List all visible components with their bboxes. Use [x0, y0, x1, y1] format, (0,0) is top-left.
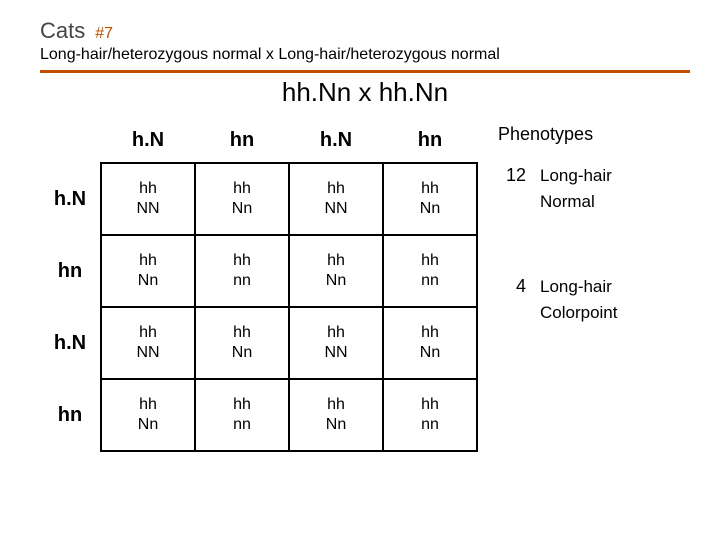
phenotypes-title: Phenotypes — [498, 124, 618, 145]
punnett-square: h.N hn h.N hn h.N hhNN hhNn hhNN hhNn hn… — [40, 118, 478, 452]
subtitle: Long-hair/heterozygous normal x Long-hai… — [40, 46, 690, 64]
punnett-cell: hhNN — [101, 163, 195, 235]
phenotype-entry: 12 Long-hair Normal — [498, 163, 618, 214]
content-row: h.N hn h.N hn h.N hhNN hhNn hhNN hhNn hn… — [40, 118, 690, 452]
phenotype-line: Colorpoint — [540, 300, 618, 326]
col-header: hn — [383, 118, 477, 163]
punnett-cell: hhnn — [383, 235, 477, 307]
phenotypes-panel: Phenotypes 12 Long-hair Normal 4 Long-ha… — [498, 118, 618, 385]
title-main: Cats — [40, 18, 85, 44]
punnett-cell: hhnn — [195, 235, 289, 307]
punnett-cell: hhNn — [195, 163, 289, 235]
phenotype-labels: Long-hair Colorpoint — [540, 274, 618, 325]
punnett-cell: hhNn — [383, 163, 477, 235]
punnett-cell: hhNn — [383, 307, 477, 379]
punnett-cell: hhNn — [195, 307, 289, 379]
phenotype-entry: 4 Long-hair Colorpoint — [498, 274, 618, 325]
phenotype-labels: Long-hair Normal — [540, 163, 612, 214]
col-header: hn — [195, 118, 289, 163]
row-header: hn — [40, 235, 101, 307]
punnett-cell: hhNN — [289, 307, 383, 379]
punnett-cell: hhnn — [195, 379, 289, 451]
row-header: hn — [40, 379, 101, 451]
col-header: h.N — [289, 118, 383, 163]
punnett-cell: hhNN — [101, 307, 195, 379]
row-header: h.N — [40, 163, 101, 235]
row-header: h.N — [40, 307, 101, 379]
punnett-corner — [40, 118, 101, 163]
title-line: Cats #7 — [40, 18, 690, 44]
col-header: h.N — [101, 118, 195, 163]
phenotype-count: 12 — [498, 163, 526, 214]
phenotype-line: Long-hair — [540, 163, 612, 189]
cross-genotype: hh.Nn x hh.Nn — [40, 77, 690, 108]
punnett-cell: hhNn — [101, 379, 195, 451]
phenotype-line: Normal — [540, 189, 612, 215]
punnett-cell: hhNn — [101, 235, 195, 307]
phenotype-line: Long-hair — [540, 274, 618, 300]
title-area: Cats #7 Long-hair/heterozygous normal x … — [40, 18, 690, 73]
title-number: #7 — [95, 25, 113, 43]
punnett-cell: hhNn — [289, 379, 383, 451]
slide: Cats #7 Long-hair/heterozygous normal x … — [0, 0, 720, 540]
punnett-cell: hhnn — [383, 379, 477, 451]
punnett-cell: hhNN — [289, 163, 383, 235]
punnett-cell: hhNn — [289, 235, 383, 307]
phenotype-count: 4 — [498, 274, 526, 325]
